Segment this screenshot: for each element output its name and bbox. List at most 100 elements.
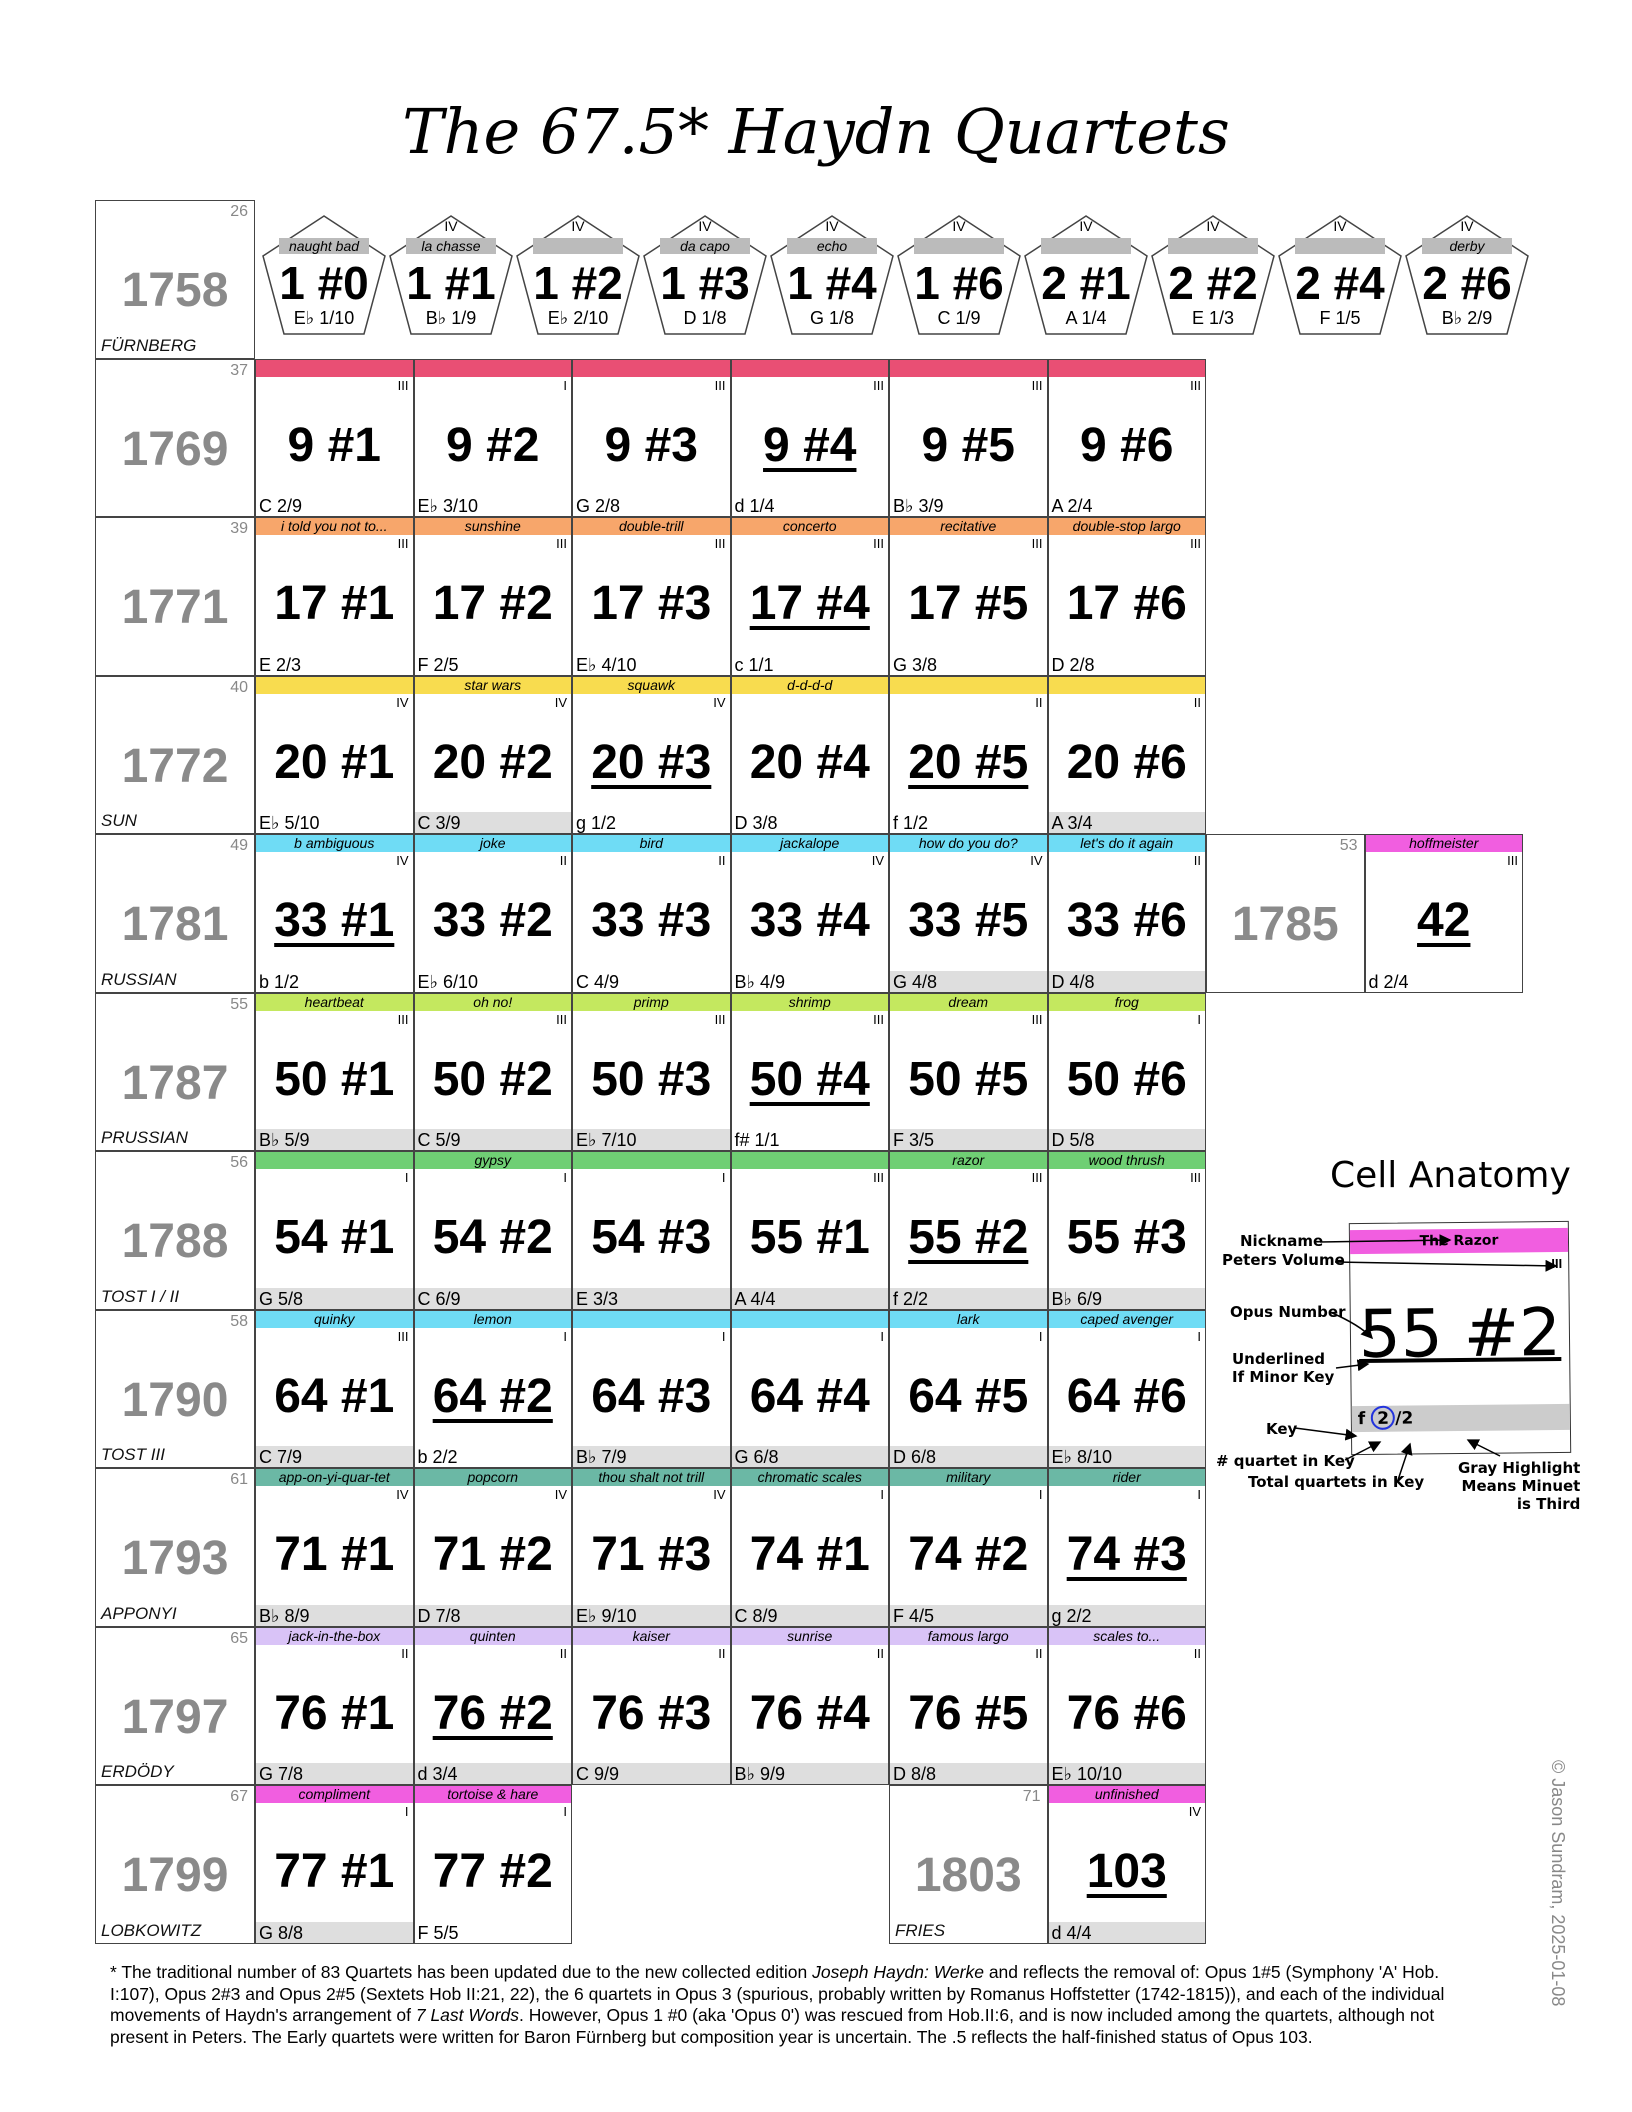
peters-volume: I	[721, 1170, 726, 1185]
peters-volume: II	[401, 1645, 409, 1661]
nickname-band	[890, 359, 1047, 377]
opus-number: 50 #6	[1066, 1052, 1187, 1106]
pentagon-shape	[389, 215, 513, 335]
quartet-cell: double-stop largo III 17 #6 D 2/8	[1047, 517, 1206, 676]
key-signature: E♭ 5/10	[259, 813, 320, 833]
peters-volume: IV	[396, 694, 409, 710]
peters-volume: III	[1190, 1170, 1201, 1185]
quartet-cell: jackalope IV 33 #4 B♭ 4/9	[730, 834, 889, 993]
peters-volume: III	[1190, 377, 1201, 393]
opus-number: 64 #2	[432, 1369, 553, 1423]
nickname-band	[573, 1152, 730, 1169]
key-signature: G 8/8	[256, 1921, 413, 1943]
opus-number: 71 #2	[432, 1528, 553, 1581]
peters-volume: III	[1031, 536, 1043, 551]
nickname-band: lemon	[414, 1310, 571, 1328]
opus-number: 33 #2	[432, 894, 553, 947]
opus-number: 74 #3	[1066, 1528, 1187, 1581]
label-gray-highlight: Gray Highlight Means Minuet is Third	[1458, 1459, 1581, 1513]
peters-volume: III	[714, 1011, 726, 1027]
peters-volume: IV	[396, 853, 409, 868]
quartet-cell: rider I 74 #3 g 2/2	[1047, 1468, 1206, 1627]
key-signature: f 2/2	[890, 1287, 1047, 1309]
peters-volume: IV	[713, 694, 726, 710]
quartet-cell: hoffmeister III 42 d 2/4	[1364, 834, 1523, 993]
year-label: 1788	[121, 1215, 229, 1268]
label-opus-number: Opus Number	[1230, 1303, 1346, 1321]
quartet-cell: squawk IV 20 #3 g 1/2	[572, 675, 731, 834]
opus-number: 9 #5	[921, 418, 1015, 472]
footnote: * The traditional number of 83 Quartets …	[110, 1962, 1490, 2048]
peters-volume: IV	[554, 694, 567, 710]
peters-volume: IV	[871, 853, 884, 868]
quartet-cell: sunrise II 76 #4 B♭ 9/9	[730, 1626, 889, 1785]
quartet-cell: lark I 64 #5 D 6/8	[889, 1309, 1048, 1468]
opus-number: 77 #1	[274, 1845, 395, 1898]
opus-number: 17 #4	[749, 577, 870, 630]
nickname-band	[573, 359, 730, 377]
nickname-band	[256, 1152, 413, 1169]
peters-volume: IV	[952, 218, 966, 234]
quartet-cell: kaiser II 76 #3 C 9/9	[572, 1626, 731, 1785]
nickname-band: double-trill	[573, 518, 730, 535]
opus-number: 17 #5	[908, 577, 1029, 630]
peters-volume: II	[1193, 1645, 1201, 1661]
year-cell: 26 1758 FÜRNBERG	[95, 200, 255, 359]
nickname-band: dream	[890, 993, 1047, 1011]
key-signature: G 7/8	[256, 1763, 413, 1784]
nickname-band	[890, 676, 1047, 694]
opus-number: 1 #2	[533, 257, 623, 309]
opus-number: 76 #2	[432, 1686, 553, 1740]
quartet-cell: III 9 #5 B♭ 3/9	[889, 358, 1048, 517]
label-peters-volume: Peters Volume	[1222, 1251, 1345, 1269]
peters-volume: I	[563, 1170, 567, 1185]
key-signature: f# 1/1	[734, 1130, 780, 1150]
pentagon-shape	[770, 215, 894, 335]
quartet-cell: unfinished IV 103 d 4/4	[1047, 1785, 1206, 1944]
opus-number: 33 #3	[591, 894, 712, 947]
peters-volume: I	[563, 377, 567, 393]
year-cell: 53 1785	[1206, 834, 1365, 993]
footnote-seven-last-words: 7 Last Words	[415, 2005, 519, 2025]
nickname-band: app-on-yi-quar-tet	[256, 1469, 413, 1486]
quartet-cell: double-trill III 17 #3 E♭ 4/10	[572, 517, 731, 676]
pentagon-shape	[643, 215, 767, 335]
key-signature: F 2/5	[417, 654, 459, 675]
opus-number: 20 #2	[432, 735, 553, 789]
key-signature: B♭ 2/9	[1441, 308, 1493, 328]
year-label: 1772	[121, 739, 229, 793]
opus-number: 50 #3	[591, 1052, 712, 1106]
nickname-band: sunrise	[731, 1627, 888, 1645]
year-cell: 37 1769	[95, 358, 255, 517]
opus-number: 17 #3	[591, 577, 712, 630]
patron-name: TOST III	[101, 1445, 165, 1464]
peters-volume: I	[1197, 1011, 1201, 1027]
nickname-band: bird	[573, 835, 730, 852]
key-signature: E♭ 10/10	[1048, 1763, 1205, 1784]
nickname-band: let's do it again	[1048, 835, 1205, 852]
opus-number: 50 #2	[432, 1052, 553, 1106]
peters-volume: III	[397, 377, 409, 393]
nickname-band: d-d-d-d	[731, 676, 888, 694]
key-signature: F 4/5	[890, 1604, 1047, 1626]
key-signature: d 4/4	[1048, 1921, 1205, 1943]
key-signature: E♭ 9/10	[573, 1604, 730, 1626]
key-signature: C 7/9	[256, 1446, 413, 1467]
opus-number: 20 #5	[908, 735, 1029, 789]
opus-number: 76 #3	[591, 1686, 712, 1740]
peters-volume: II	[1035, 1645, 1043, 1661]
key-signature: g 1/2	[576, 813, 617, 833]
patron-name: SUN	[101, 811, 137, 830]
opus-number: 42	[1417, 894, 1471, 947]
year-index: 61	[230, 1471, 248, 1488]
patron-name: RUSSIAN	[101, 969, 177, 989]
peters-volume: IV	[1030, 853, 1043, 868]
nickname-band: unfinished	[1048, 1786, 1205, 1803]
key-signature: E♭ 1/10	[293, 308, 355, 328]
anatomy-num: 2	[1371, 1405, 1396, 1430]
opus-number: 54 #1	[274, 1211, 395, 1264]
pentagon-cell: IV derby 2 #6 B♭ 2/9	[1404, 214, 1530, 338]
key-signature: E♭ 3/10	[417, 496, 479, 516]
quartet-cell: bird II 33 #3 C 4/9	[572, 834, 731, 993]
year-cell: 58 1790 TOST III	[95, 1309, 255, 1468]
